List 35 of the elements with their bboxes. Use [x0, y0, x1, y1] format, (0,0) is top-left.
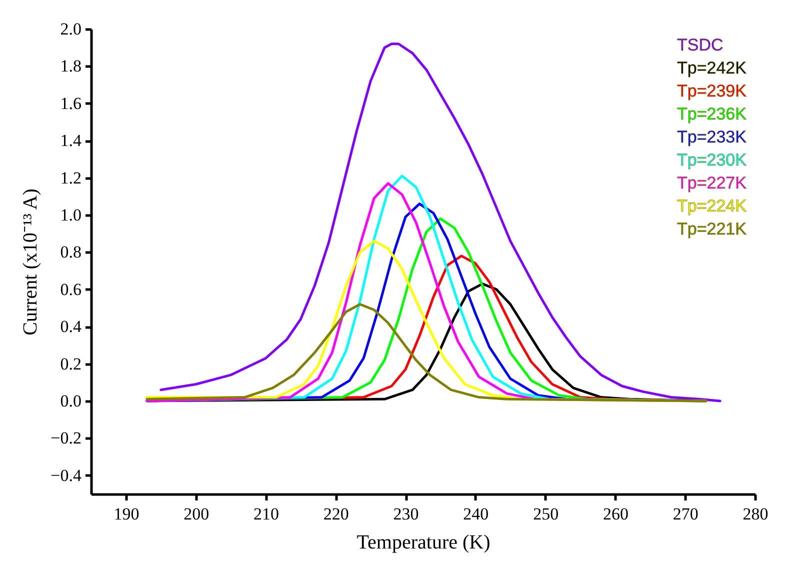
x-tick-label: 280 — [742, 504, 768, 524]
y-tick-label: −0.2 — [50, 428, 82, 448]
y-tick-label: 0.8 — [60, 242, 82, 262]
x-axis-title: Temperature (K) — [356, 532, 490, 554]
text: Tp=221K — [677, 220, 748, 238]
x-tick-label: 230 — [393, 504, 419, 524]
y-tick-label: 0.6 — [60, 280, 82, 299]
y-tick-label: 1.2 — [60, 168, 82, 188]
x-tick-label: 240 — [463, 504, 489, 524]
y-tick-label: 1.8 — [60, 56, 82, 76]
x-tick-label: 190 — [114, 504, 140, 524]
text: TSDC — [677, 36, 724, 54]
y-tick-label: 2.0 — [60, 20, 82, 38]
x-tick-label: 250 — [533, 504, 559, 524]
x-tick-label: 270 — [672, 504, 698, 524]
text: Tp=230K — [677, 150, 748, 170]
x-tick-label: 220 — [323, 504, 349, 524]
x-tick-label: 260 — [602, 504, 628, 524]
y-tick-label: 0.0 — [60, 392, 82, 410]
y-tick-label: 1.4 — [60, 131, 82, 150]
text: Tp=236K — [677, 104, 748, 124]
y-tick-label: −0.4 — [50, 466, 82, 485]
y-tick-label: 1.6 — [60, 94, 82, 113]
y-tick-label: 0.4 — [60, 317, 82, 336]
text: Tp=239K — [677, 82, 748, 100]
text: Tp=242K — [677, 58, 748, 78]
x-tick-label: 210 — [253, 504, 279, 524]
x-tick-label: 200 — [184, 504, 210, 524]
line-series — [146, 303, 708, 402]
y-tick-label: 0.2 — [60, 354, 82, 374]
y-axis-title: Current (x10⁻¹³ A) — [20, 188, 42, 336]
text: Tp=233K — [677, 128, 748, 146]
text: Tp=227K — [677, 174, 748, 192]
text: Tp=224K — [677, 196, 748, 216]
y-tick-label: 1.0 — [60, 206, 82, 224]
